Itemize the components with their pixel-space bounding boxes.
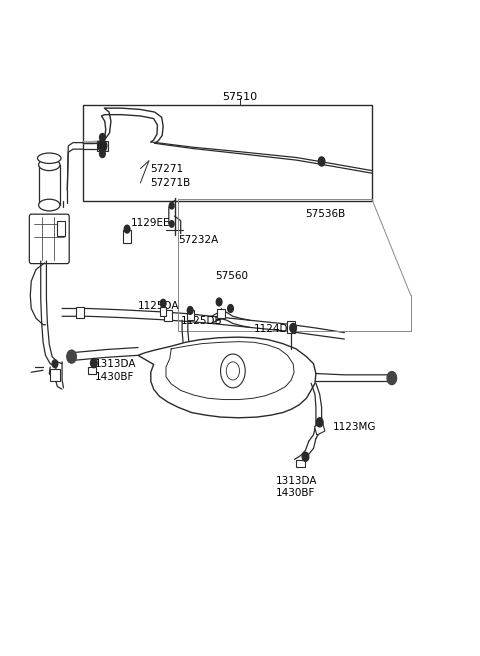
Bar — [123, 230, 131, 243]
Circle shape — [52, 360, 58, 367]
Bar — [57, 220, 65, 236]
Bar — [217, 309, 225, 318]
Circle shape — [187, 306, 193, 314]
Circle shape — [169, 220, 174, 227]
Circle shape — [216, 298, 222, 306]
Text: 1125DA: 1125DA — [138, 301, 180, 311]
FancyBboxPatch shape — [29, 214, 69, 264]
Ellipse shape — [37, 153, 61, 163]
Circle shape — [318, 157, 325, 166]
Circle shape — [160, 299, 166, 307]
Text: 1430BF: 1430BF — [276, 488, 315, 498]
Circle shape — [228, 304, 233, 312]
Circle shape — [91, 359, 97, 367]
Circle shape — [169, 203, 174, 209]
Text: 1313DA: 1313DA — [96, 359, 137, 369]
Bar — [314, 422, 325, 435]
Text: 57510: 57510 — [222, 92, 258, 102]
Circle shape — [226, 362, 240, 380]
Circle shape — [220, 354, 245, 388]
Text: 1313DA: 1313DA — [276, 476, 317, 486]
Circle shape — [67, 350, 76, 363]
Circle shape — [99, 150, 105, 157]
Bar — [187, 310, 193, 319]
Ellipse shape — [38, 199, 60, 211]
Bar — [88, 367, 96, 373]
Bar — [164, 310, 172, 321]
Bar — [76, 306, 84, 318]
Bar — [97, 140, 108, 151]
Bar — [297, 460, 305, 466]
Text: 1430BF: 1430BF — [96, 372, 135, 382]
Text: 57560: 57560 — [216, 271, 248, 281]
Circle shape — [99, 134, 105, 141]
Text: 1129EE: 1129EE — [131, 218, 170, 228]
Ellipse shape — [38, 159, 60, 171]
Text: 57271: 57271 — [150, 163, 183, 174]
Text: 1124DG: 1124DG — [254, 324, 297, 335]
Circle shape — [98, 140, 107, 152]
Circle shape — [387, 371, 396, 384]
Circle shape — [316, 418, 323, 427]
Circle shape — [290, 323, 297, 333]
Text: 1125DB: 1125DB — [180, 316, 222, 327]
Bar — [288, 321, 295, 333]
Text: 57232A: 57232A — [179, 235, 218, 245]
Circle shape — [124, 225, 130, 233]
Polygon shape — [138, 337, 316, 418]
Text: 57536B: 57536B — [305, 209, 346, 219]
Text: 1123MG: 1123MG — [333, 422, 376, 432]
Bar — [50, 369, 60, 380]
Bar — [160, 306, 167, 316]
Bar — [84, 105, 372, 201]
Text: 57271B: 57271B — [150, 178, 190, 188]
Circle shape — [302, 452, 309, 461]
